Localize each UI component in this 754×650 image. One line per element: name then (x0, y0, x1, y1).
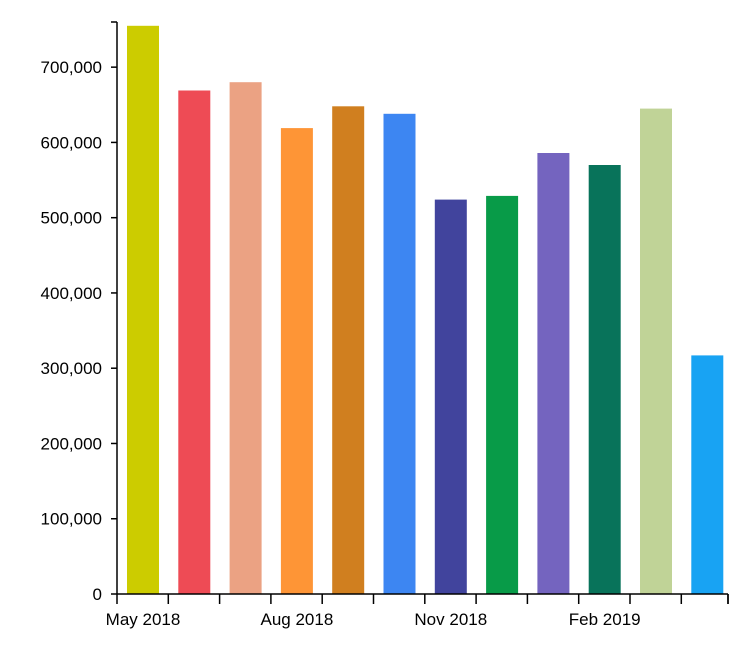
y-tick-label: 400,000 (41, 284, 102, 303)
x-tick-label: Nov 2018 (414, 610, 487, 629)
y-tick-label: 700,000 (41, 58, 102, 77)
bar-jun-2018 (178, 90, 211, 594)
x-tick-label: Feb 2019 (569, 610, 641, 629)
bar-dec-2018 (486, 195, 519, 594)
bar-oct-2018 (383, 113, 416, 595)
y-tick-label: 300,000 (41, 359, 102, 378)
bar-jul-2018 (229, 82, 262, 594)
x-tick-label: May 2018 (106, 610, 181, 629)
y-axis: 0 100,000 200,000 300,000 400,000 500,000 600,… (41, 21, 118, 604)
bar-mar-2019 (640, 108, 672, 594)
bar-nov-2018 (434, 199, 467, 594)
y-tick-label: 100,000 (41, 510, 102, 529)
bar-series (127, 25, 724, 595)
y-tick-label: 200,000 (41, 434, 102, 453)
y-tick-label: 500,000 (41, 209, 102, 228)
y-tick-label: 600,000 (41, 133, 102, 152)
bar-jan-2019 (537, 153, 570, 594)
y-tick-label: 0 (93, 585, 102, 604)
x-tick-label: Aug 2018 (261, 610, 334, 629)
x-axis: May 2018 Aug 2018 Nov 2018 Feb 2019 (106, 593, 729, 629)
bar-sep-2018 (332, 106, 365, 595)
bar-feb-2019 (588, 165, 621, 594)
bar-apr-2019 (691, 355, 724, 594)
bar-aug-2018 (280, 128, 313, 594)
bar-may-2018 (127, 25, 159, 595)
